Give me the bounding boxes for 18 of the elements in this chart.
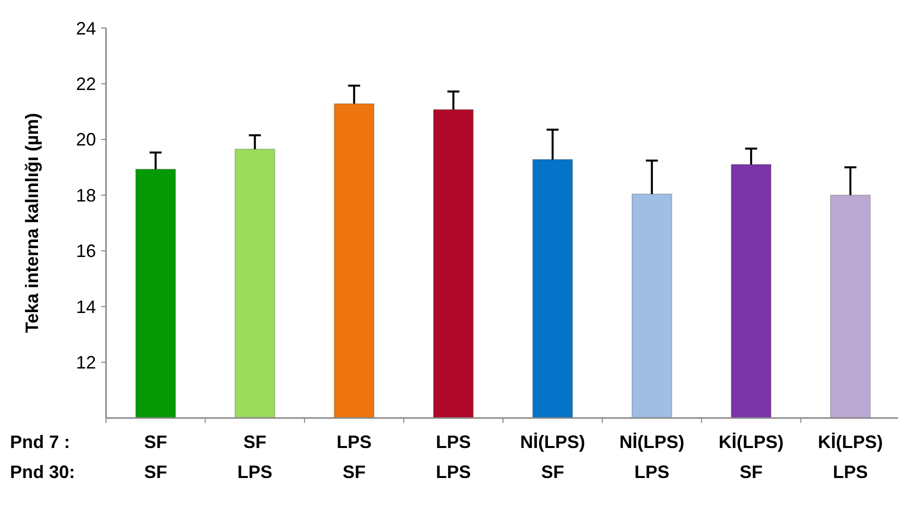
x-tick-label: SF LPS bbox=[237, 432, 272, 482]
y-tick-label: 16 bbox=[76, 241, 96, 262]
x-tick-label: Kİ(LPS) SF bbox=[718, 432, 784, 482]
x-tick-label: LPS LPS bbox=[436, 432, 471, 482]
y-tick-label: 18 bbox=[76, 185, 96, 206]
y-tick-label: 12 bbox=[76, 352, 96, 373]
y-tick-label: 22 bbox=[76, 74, 96, 94]
y-axis-title: Teka interna kalınlığı (µm) bbox=[22, 112, 42, 334]
x-tick-label: LPS SF bbox=[336, 432, 372, 482]
x-tick-label: Kİ(LPS) LPS bbox=[818, 432, 883, 482]
x-tick-label: Nİ(LPS) SF bbox=[520, 432, 586, 482]
y-tick-label: 24 bbox=[76, 18, 96, 38]
x-tick-label: Nİ(LPS) LPS bbox=[619, 432, 684, 482]
y-tick-label: 14 bbox=[76, 296, 96, 317]
y-tick-label: 20 bbox=[76, 130, 96, 150]
text: Pnd 7 : bbox=[10, 432, 70, 452]
text: Pnd 30: bbox=[10, 462, 76, 482]
x-tick-label: SF SF bbox=[144, 432, 168, 482]
